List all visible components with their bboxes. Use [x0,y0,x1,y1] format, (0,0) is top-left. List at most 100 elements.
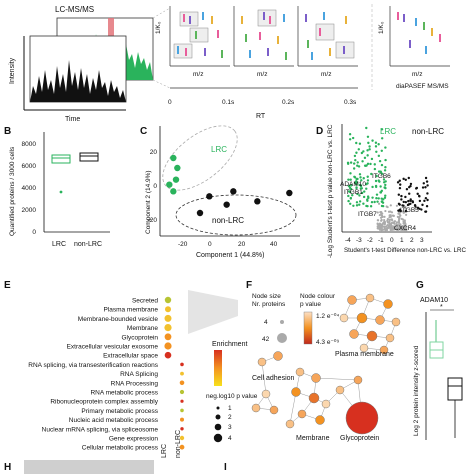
rt-tick-0: 0 [168,99,172,106]
volcano-point-green-343 [377,143,380,146]
volcano-point-grey-151 [387,226,391,229]
gene-itgb7: ITGB7 [358,211,377,218]
volcano-point-black-418 [424,196,428,200]
volcano-point-green-360 [377,179,380,182]
volcano-point-grey-111 [395,204,399,207]
volcano-point-grey-148 [376,211,379,214]
volcano-point-grey-164 [404,223,407,226]
enrichment-title: Enrichment [212,341,247,348]
pca-point-lrc-0 [170,154,177,162]
go-term-7: RNA splicing, via transesterification re… [28,362,158,369]
volcano-point-black-414 [409,182,413,186]
volcano-point-green-321 [352,162,356,165]
volcano-point-grey-140 [404,207,407,210]
time-label: Time [65,116,80,123]
go-dot-grid [164,296,185,450]
network-node-12 [257,357,267,367]
volcano-point-green-328 [377,154,381,158]
panel-e-label: E [4,280,11,291]
pca-point-lrc-2 [172,176,180,183]
panel-h: H [4,460,154,474]
panel-b-ylabel: Quantified proteins / 3000 cells [9,146,16,236]
panel-c-ytick-1: 0 [153,183,157,190]
network-node-4 [356,312,368,324]
volcano-point-grey-192 [387,210,391,213]
volcano-point-green-348 [354,158,357,162]
go-term-14: Nuclear mRNA splicing, via spliceosome [42,426,159,433]
panel-f: F Node size Nr. proteins Node colour p val… [246,280,401,442]
mz-label-2: m/z [257,71,267,78]
panel-e: E Secreted Plasma membrane Membrane-bounde… [4,280,258,458]
pca-point-lrc-3 [166,181,173,188]
lrc-outlier [59,190,63,194]
volcano-point-black-399 [402,177,405,181]
volcano-point-green-293 [374,145,378,148]
volcano-point-black-427 [409,184,412,188]
go-term-15: Gene expression [109,436,159,443]
panel-d-nonlrc-label: non-LRC [412,127,444,136]
volcano-point-green-223 [362,195,366,199]
volcano-point-black-428 [409,202,412,205]
network-node-1 [365,293,375,303]
volcano-point-green-341 [349,190,352,194]
volcano-point-grey-144 [381,215,384,218]
volcano-point-green-283 [382,181,386,184]
panel-c-ytick-2: 20 [150,149,158,156]
volcano-point-black-371 [426,192,429,195]
volcano-point-black-378 [398,179,401,182]
volcano-point-green-240 [373,167,377,171]
volcano-point-green-346 [366,149,369,152]
panel-b-ytick-3: 6000 [22,163,37,170]
volcano-point-green-333 [366,162,370,166]
size-legend-3 [214,423,222,431]
volcano-point-green-304 [373,200,376,204]
panel-f-label: F [246,280,252,291]
box-lrc [51,154,71,164]
volcano-point-green-320 [366,204,369,208]
go-term-11: Ribonucleoprotein complex assembly [50,399,158,406]
go-dot-lrc-3 [164,324,172,332]
panel-b-ytick-2: 4000 [22,185,37,192]
go-dot-nonlrc-8 [180,371,184,376]
panel-c-xtick-1: 0 [208,241,212,248]
go-dot-nonlrc-11 [180,399,184,403]
volcano-point-green-273 [348,133,352,136]
go-dot-lrc-0 [164,296,172,304]
volcano-point-grey-204 [379,225,383,228]
volcano-point-green-367 [349,197,353,200]
network-node-5 [375,315,385,325]
volcano-point-green-224 [379,185,382,188]
cluster-cell-adhesion: Cell adhesion [252,375,295,382]
volcano-point-black-394 [420,208,423,211]
volcano-point-green-355 [376,200,379,203]
volcano-point-grey-169 [385,205,388,208]
volcano-point-green-339 [359,176,362,179]
node-size-title: Node size Nr. proteins [252,293,286,308]
network-node-11 [379,345,389,355]
dia-mobility-label: 1/K₀ [378,21,385,34]
panel-d-xtick-3: -1 [378,237,384,244]
volcano-point-grey-210 [386,221,389,224]
volcano-point-green-220 [358,173,362,176]
lcms-title: LC-MS/MS [55,5,94,14]
volcano-point-green-246 [383,196,387,200]
go-term-3: Membrane [127,325,158,332]
cluster-glycoprotein: Glycoprotein [340,435,379,442]
volcano-point-black-385 [426,184,429,187]
volcano-point-black-421 [416,192,419,196]
network-node-7 [349,329,359,339]
volcano-point-green-359 [348,138,352,141]
volcano-point-grey-194 [379,210,382,214]
panel-b-label: B [4,126,11,137]
panel-c-xtick-3: 40 [270,241,278,248]
volcano-point-grey-106 [392,225,396,228]
network-node-25 [353,375,363,385]
network-node-0 [347,295,357,305]
panel-c-xtick-2: 20 [238,241,246,248]
volcano-point-green-229 [373,163,376,166]
mobility-panel-3: m/z [297,6,358,78]
dia-panel: 1/K₀ m/z diaPASEF MS/MS [378,6,450,90]
volcano-point-green-368 [378,159,382,163]
volcano-point-grey-213 [378,227,381,230]
volcano-point-green-337 [382,178,386,181]
